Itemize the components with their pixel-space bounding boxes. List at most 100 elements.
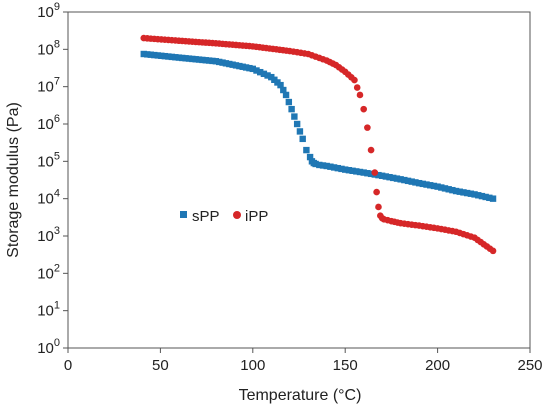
- data-point-spp: [475, 192, 482, 199]
- y-tick-exponent: 9: [54, 1, 60, 13]
- y-tick-label: 106: [37, 113, 60, 133]
- data-point-spp: [282, 91, 290, 99]
- y-tick-exponent: 6: [54, 113, 60, 125]
- y-tick-base: 10: [37, 340, 54, 357]
- data-point-spp: [147, 51, 154, 58]
- y-tick-label: 105: [37, 150, 60, 170]
- data-point-spp: [264, 72, 271, 79]
- data-point-spp: [299, 135, 306, 143]
- data-point-spp: [306, 153, 314, 161]
- legend: sPP iPP: [180, 208, 268, 225]
- data-point-spp: [182, 55, 189, 62]
- data-point-spp: [408, 178, 415, 185]
- y-tick-label: 102: [37, 262, 60, 282]
- data-point-spp: [216, 58, 223, 66]
- legend-label-spp: sPP: [192, 208, 220, 225]
- data-point-spp: [192, 56, 199, 63]
- data-point-spp: [330, 164, 338, 171]
- y-tick-label: 104: [37, 188, 60, 208]
- data-point-spp: [242, 64, 250, 71]
- data-point-spp: [342, 166, 349, 173]
- data-point-spp: [144, 51, 151, 58]
- x-tick-label: 150: [333, 357, 358, 374]
- data-point-spp: [356, 168, 364, 176]
- data-point-ipp: [371, 169, 379, 176]
- data-point-spp: [427, 182, 434, 189]
- data-point-spp: [364, 170, 371, 177]
- data-point-ipp: [351, 76, 358, 84]
- series-spp: [140, 50, 497, 202]
- y-tick-exponent: 7: [54, 76, 60, 88]
- data-point-ipp: [353, 84, 361, 91]
- y-tick-exponent: 8: [54, 38, 60, 50]
- data-point-spp: [249, 65, 256, 73]
- data-point-spp: [445, 186, 452, 193]
- data-point-spp: [456, 188, 463, 195]
- y-tick-label: 108: [37, 38, 60, 58]
- data-point-spp: [319, 162, 327, 169]
- data-point-spp: [285, 98, 293, 106]
- data-point-spp: [154, 52, 162, 59]
- data-point-spp: [334, 164, 342, 172]
- y-tick-exponent: 3: [54, 225, 60, 237]
- data-point-spp: [382, 173, 390, 180]
- data-point-spp: [360, 169, 367, 176]
- y-tick-label: 101: [37, 300, 60, 320]
- legend-swatch-spp: [180, 211, 187, 218]
- data-point-spp: [185, 55, 193, 62]
- x-axis-ticks: 0 50 100 150 200 250: [64, 348, 543, 374]
- data-point-spp: [327, 163, 334, 170]
- x-axis-title: Temperature (°C): [239, 387, 362, 404]
- data-point-spp: [151, 51, 158, 59]
- data-point-spp: [419, 180, 427, 188]
- y-tick-base: 10: [37, 228, 54, 245]
- legend-label-ipp: iPP: [245, 208, 268, 225]
- data-point-spp: [168, 53, 176, 61]
- plot-border: [67, 11, 531, 349]
- data-point-spp: [438, 184, 445, 191]
- data-point-spp: [288, 105, 295, 113]
- data-point-spp: [312, 160, 319, 168]
- data-point-spp: [323, 162, 330, 170]
- data-point-spp: [393, 175, 401, 182]
- data-point-spp: [291, 113, 298, 120]
- data-point-spp: [195, 56, 203, 63]
- y-tick-label: 107: [37, 76, 60, 96]
- y-tick-label: 103: [37, 225, 60, 245]
- series-ipp: [140, 34, 497, 255]
- data-point-spp: [397, 176, 404, 183]
- y-tick-base: 10: [37, 303, 54, 320]
- data-point-spp: [256, 68, 264, 76]
- y-tick-label: 109: [37, 1, 60, 21]
- data-point-spp: [232, 62, 240, 69]
- data-point-spp: [452, 187, 460, 195]
- data-point-spp: [434, 183, 441, 190]
- data-point-spp: [449, 186, 456, 194]
- data-point-spp: [460, 189, 467, 196]
- data-point-spp: [378, 172, 386, 179]
- plot-area: [67, 11, 531, 349]
- data-point-spp: [441, 185, 449, 192]
- data-point-spp: [404, 177, 412, 185]
- x-tick-label: 0: [64, 357, 72, 374]
- y-tick-exponent: 1: [54, 300, 60, 312]
- x-tick-label: 250: [517, 357, 542, 374]
- y-tick-base: 10: [37, 191, 54, 208]
- data-point-spp: [219, 59, 226, 66]
- data-point-spp: [239, 63, 246, 70]
- data-point-ipp: [364, 124, 371, 131]
- data-point-spp: [253, 67, 260, 74]
- data-point-spp: [212, 58, 220, 65]
- data-point-spp: [367, 170, 375, 178]
- data-point-spp: [489, 195, 497, 202]
- data-point-spp: [140, 50, 147, 58]
- data-point-spp: [482, 193, 489, 201]
- data-point-spp: [172, 54, 179, 61]
- data-point-spp: [199, 56, 206, 64]
- data-point-spp: [401, 176, 408, 184]
- legend-swatch-ipp: [233, 211, 241, 219]
- data-point-ipp: [373, 188, 380, 196]
- data-marks: [140, 34, 497, 255]
- data-point-spp: [430, 182, 438, 190]
